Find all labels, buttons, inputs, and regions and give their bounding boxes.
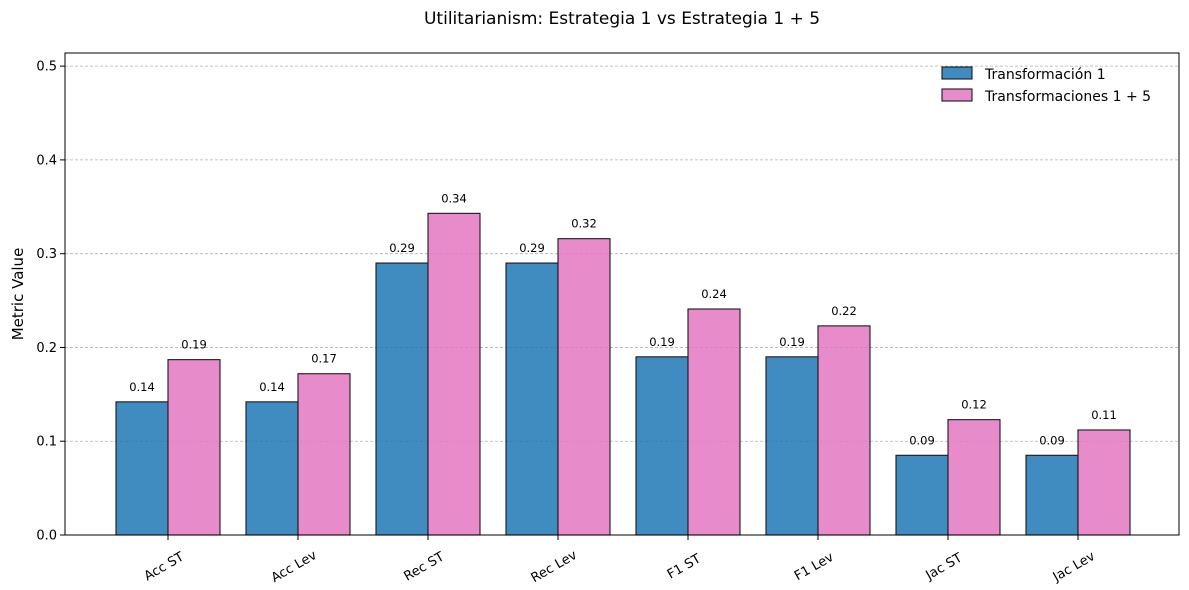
legend: Transformación 1 Transformaciones 1 + 5 bbox=[941, 66, 1151, 105]
x-tick-label: Rec Lev bbox=[529, 548, 580, 586]
x-tick-label: Acc Lev bbox=[269, 548, 320, 586]
bar-value-label: 0.29 bbox=[519, 241, 545, 255]
bar-transformaciones-1-5 bbox=[297, 373, 351, 536]
bars bbox=[115, 212, 1131, 536]
x-axis-ticks: Acc ST Acc Lev Rec ST Rec Lev F1 ST F1 Lev Jac… bbox=[142, 535, 1098, 586]
x-tick-label: Jac ST bbox=[923, 551, 965, 584]
y-tick-label: 0.1 bbox=[36, 435, 57, 450]
bar-value-label: 0.17 bbox=[311, 352, 337, 366]
y-tick-label: 0.2 bbox=[36, 341, 57, 356]
x-tick-label: F1 ST bbox=[665, 551, 704, 582]
bar-value-label: 0.32 bbox=[571, 217, 597, 231]
bar-value-label: 0.19 bbox=[779, 335, 805, 349]
bar-transformacion-1 bbox=[895, 454, 949, 536]
bar-transformacion-1 bbox=[635, 356, 689, 536]
bar-transformacion-1 bbox=[245, 401, 299, 536]
bar-value-label: 0.14 bbox=[129, 380, 155, 394]
bar-transformacion-1 bbox=[375, 262, 429, 536]
bar-transformaciones-1-5 bbox=[687, 308, 741, 536]
bar-transformaciones-1-5 bbox=[167, 359, 221, 536]
grid-lines bbox=[65, 65, 1179, 442]
y-tick-label: 0.5 bbox=[36, 60, 57, 75]
bar-value-label: 0.09 bbox=[909, 433, 935, 447]
plot-frame bbox=[64, 52, 1180, 536]
bar-transformaciones-1-5 bbox=[557, 238, 611, 536]
bar-value-label: 0.09 bbox=[1039, 433, 1065, 447]
bar-value-label: 0.22 bbox=[831, 304, 857, 318]
bar-value-label: 0.24 bbox=[701, 287, 727, 301]
bar-value-label: 0.14 bbox=[259, 380, 285, 394]
x-tick-label: Jac Lev bbox=[1050, 549, 1098, 586]
bar-transformacion-1 bbox=[115, 401, 169, 536]
legend-swatch bbox=[941, 88, 973, 102]
y-axis-ticks: 0.0 0.1 0.2 0.3 0.4 0.5 bbox=[36, 60, 65, 544]
bar-transformacion-1 bbox=[765, 356, 819, 536]
legend-swatch bbox=[941, 66, 973, 80]
chart-title: Utilitarianism: Estrategia 1 vs Estrateg… bbox=[424, 9, 820, 29]
legend-label: Transformación 1 bbox=[984, 67, 1106, 83]
y-tick-label: 0.4 bbox=[36, 153, 57, 168]
bar-value-label: 0.19 bbox=[649, 335, 675, 349]
legend-label: Transformaciones 1 + 5 bbox=[984, 89, 1151, 105]
bar-transformaciones-1-5 bbox=[947, 419, 1001, 536]
bar-value-label: 0.34 bbox=[441, 191, 467, 205]
bar-value-labels: 0.14 0.19 0.14 0.17 0.29 0.34 0.29 0.32 0.19 0.24… bbox=[129, 191, 1117, 447]
bar-value-label: 0.11 bbox=[1091, 408, 1117, 422]
x-tick-label: F1 Lev bbox=[792, 550, 837, 584]
y-tick-label: 0.3 bbox=[36, 247, 57, 262]
x-tick-label: Rec ST bbox=[401, 549, 447, 584]
bar-transformacion-1 bbox=[1025, 454, 1079, 536]
y-axis-label: Metric Value bbox=[9, 248, 27, 341]
y-tick-label: 0.0 bbox=[36, 529, 57, 544]
x-tick-label: Acc ST bbox=[142, 550, 187, 585]
bar-value-label: 0.29 bbox=[389, 241, 415, 255]
bar-transformacion-1 bbox=[505, 262, 559, 536]
bar-transformaciones-1-5 bbox=[817, 325, 871, 536]
bar-transformaciones-1-5 bbox=[1077, 429, 1131, 536]
bar-value-label: 0.12 bbox=[961, 398, 987, 412]
bar-transformaciones-1-5 bbox=[427, 212, 481, 536]
bar-value-label: 0.19 bbox=[181, 338, 207, 352]
